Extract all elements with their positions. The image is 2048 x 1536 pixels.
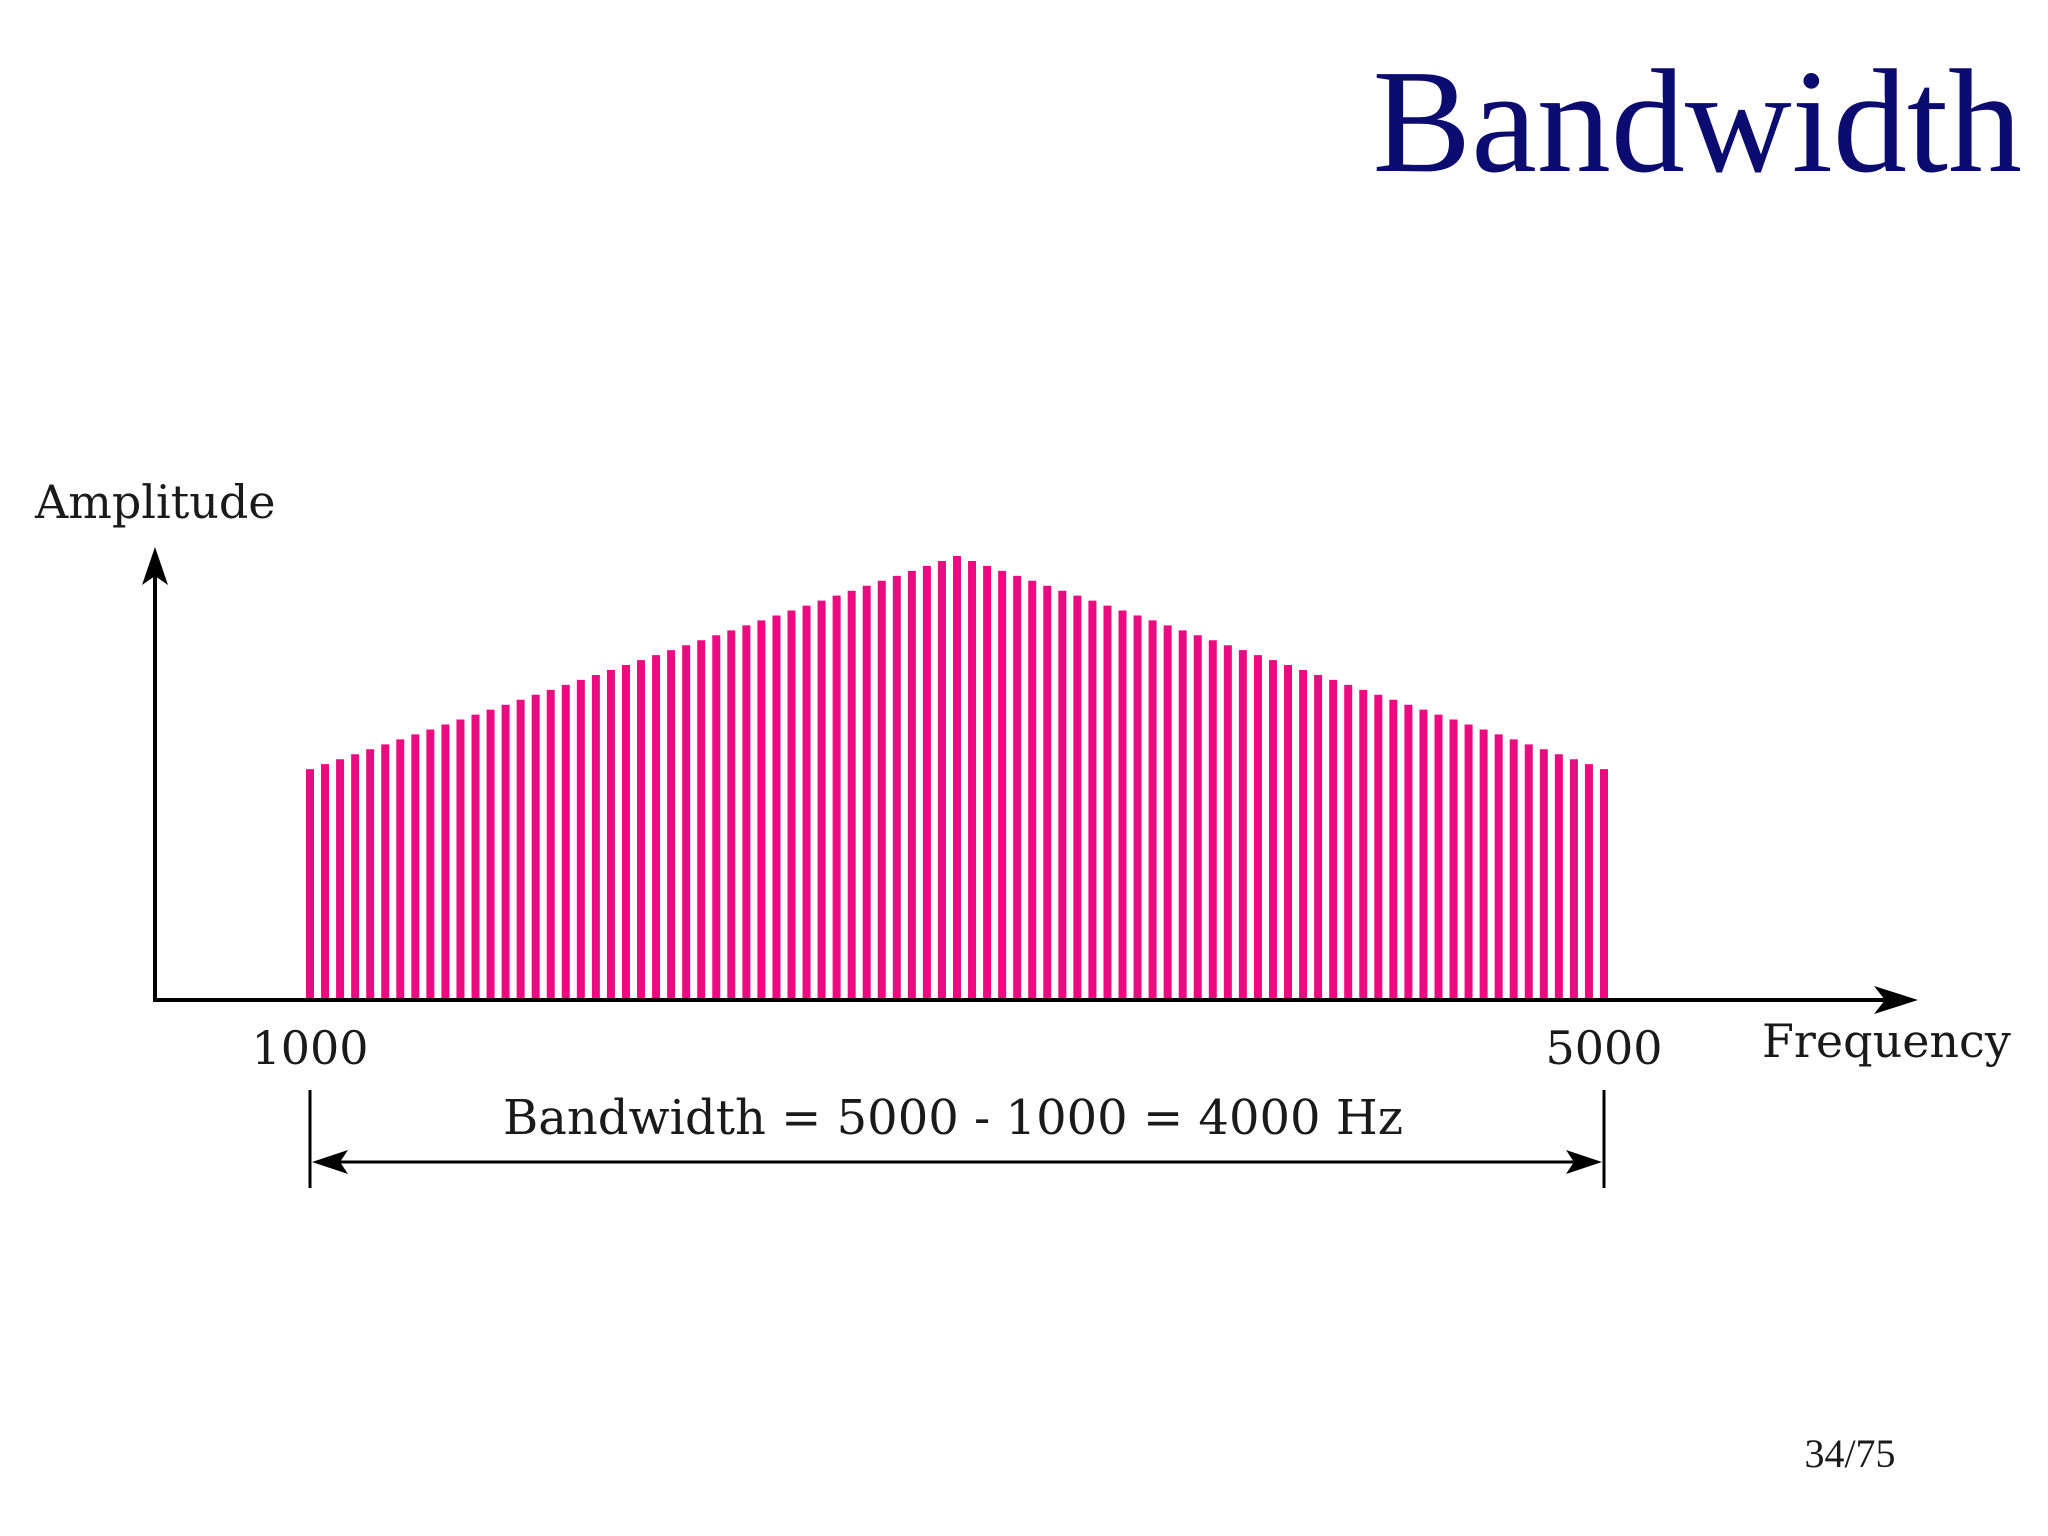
low-frequency-label: 1000 [251, 1021, 368, 1075]
slide-title: Bandwidth [1372, 40, 2022, 204]
spectrum-lines [306, 556, 1608, 1000]
y-axis-arrow-icon [142, 547, 168, 585]
y-axis-label: Amplitude [34, 475, 276, 529]
bandwidth-left-arrow-icon [312, 1150, 348, 1174]
high-frequency-label: 5000 [1545, 1021, 1662, 1075]
x-axis-label: Frequency [1762, 1014, 2011, 1068]
x-axis-arrow-icon [1874, 986, 1918, 1014]
bandwidth-formula: Bandwidth = 5000 - 1000 = 4000 Hz [503, 1090, 1403, 1146]
bandwidth-right-arrow-icon [1566, 1150, 1602, 1174]
page-number: 34/75 [1804, 1431, 1896, 1476]
